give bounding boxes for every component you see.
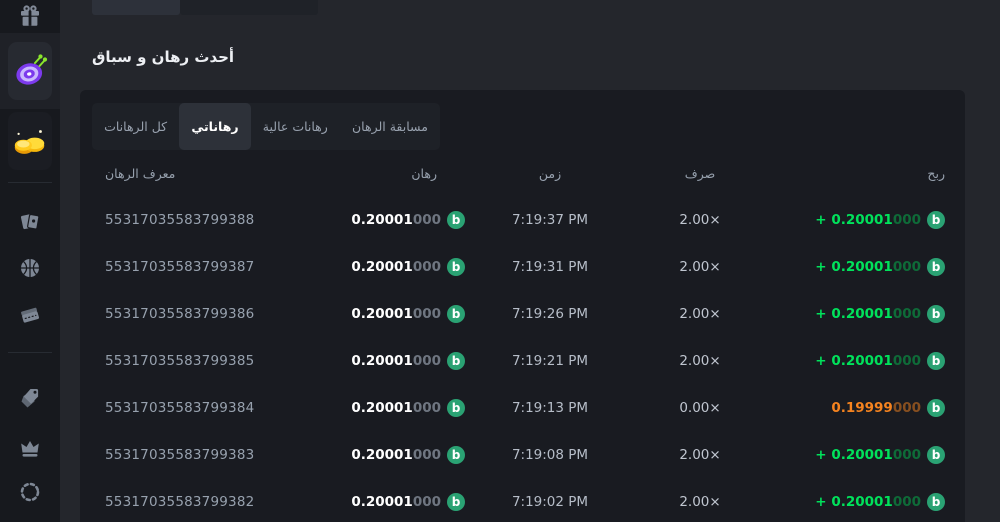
bet-id: 55317035583799384	[105, 399, 255, 416]
bet-id: 55317035583799386	[105, 305, 255, 322]
bet-profit: + 0.20001000 b	[765, 445, 945, 464]
bet-time: 7:19:13 PM	[511, 399, 589, 416]
coin-icon: b	[447, 351, 465, 370]
bet-amount: 0.20001000 b	[305, 210, 465, 229]
header-bet: رهان	[411, 165, 437, 181]
page-title: أحدث رهان و سباق	[92, 48, 235, 66]
bet-amount: 0.20001000 b	[305, 445, 465, 464]
table-row[interactable]: 55317035583799385 0.20001000 b 7:19:21 P…	[80, 337, 965, 384]
tab-high-rollers[interactable]: رهانات عالية	[262, 119, 328, 134]
coin-icon: b	[927, 257, 945, 276]
bet-multiplier: 2.00×	[679, 305, 721, 322]
sidebar	[0, 0, 60, 522]
coin-icon: b	[447, 445, 465, 464]
bet-profit: + 0.20001000 b	[765, 210, 945, 229]
table-row[interactable]: 55317035583799382 0.20001000 b 7:19:02 P…	[80, 478, 965, 522]
vip-crown-icon	[21, 441, 39, 457]
bets-panel: كل الرهانات رهاناتي رهانات عالية مسابقة …	[80, 90, 965, 522]
coin-icon: b	[927, 492, 945, 511]
bet-multiplier: 2.00×	[679, 446, 721, 463]
coin-icon: b	[447, 257, 465, 276]
coin-icon: b	[927, 398, 945, 417]
tab-all-bets[interactable]: كل الرهانات	[104, 119, 168, 134]
bet-multiplier: 2.00×	[679, 211, 721, 228]
sidebar-item-bet-slip[interactable]	[0, 303, 60, 327]
bet-time: 7:19:37 PM	[511, 211, 589, 228]
header-time: زمن	[538, 165, 562, 181]
sidebar-item-coins-game[interactable]	[0, 112, 60, 170]
bet-amount: 0.20001000 b	[305, 351, 465, 370]
sidebar-item-casino[interactable]	[0, 210, 60, 234]
bet-amount: 0.20001000 b	[305, 304, 465, 323]
bet-amount: 0.20001000 b	[305, 257, 465, 276]
bet-id: 55317035583799388	[105, 211, 255, 228]
sidebar-item-fairness[interactable]	[0, 480, 60, 504]
header-multiplier: صرف	[684, 165, 716, 181]
bet-id: 55317035583799385	[105, 352, 255, 369]
tab-my-bets[interactable]: رهاناتي	[179, 103, 251, 150]
sidebar-item-sports[interactable]	[0, 256, 60, 280]
header-profit: ربح	[927, 165, 945, 181]
bet-multiplier: 0.00×	[679, 399, 721, 416]
sidebar-item-dart-game[interactable]	[0, 33, 60, 109]
bet-id: 55317035583799387	[105, 258, 255, 275]
bet-amount: 0.20001000 b	[305, 398, 465, 417]
sidebar-item-promotions[interactable]	[0, 386, 60, 410]
divider	[8, 352, 52, 353]
gold-coins-tile	[8, 112, 52, 170]
tab-bet-race[interactable]: مسابقة الرهان	[352, 119, 428, 134]
table-row[interactable]: 55317035583799386 0.20001000 b 7:19:26 P…	[80, 290, 965, 337]
bet-time: 7:19:31 PM	[511, 258, 589, 275]
coin-icon: b	[927, 445, 945, 464]
table-row[interactable]: 55317035583799388 0.20001000 b 7:19:37 P…	[80, 196, 965, 243]
bet-id: 55317035583799383	[105, 446, 255, 463]
coin-icon: b	[447, 210, 465, 229]
bet-slip-icon	[21, 307, 39, 323]
bet-time: 7:19:26 PM	[511, 305, 589, 322]
bets-tabs: كل الرهانات رهاناتي رهانات عالية مسابقة …	[92, 103, 440, 150]
header-bet-id: معرف الرهان	[105, 165, 176, 181]
coin-icon: b	[447, 304, 465, 323]
sports-ball-icon	[21, 259, 39, 277]
coin-icon: b	[447, 398, 465, 417]
gift-icon[interactable]	[0, 2, 60, 32]
bet-multiplier: 2.00×	[679, 493, 721, 510]
sidebar-item-vip[interactable]	[0, 436, 60, 460]
coin-icon: b	[927, 351, 945, 370]
table-row[interactable]: 55317035583799387 0.20001000 b 7:19:31 P…	[80, 243, 965, 290]
dart-target-icon	[16, 54, 48, 85]
top-tab-active[interactable]	[92, 0, 180, 15]
coin-icon: b	[927, 210, 945, 229]
bet-profit: 0.19999000 b	[765, 398, 945, 417]
promotions-tags-icon	[21, 389, 39, 408]
bet-time: 7:19:08 PM	[511, 446, 589, 463]
table-row[interactable]: 55317035583799383 0.20001000 b 7:19:08 P…	[80, 431, 965, 478]
coin-icon: b	[447, 492, 465, 511]
top-tab-inactive[interactable]	[180, 0, 318, 15]
bet-time: 7:19:21 PM	[511, 352, 589, 369]
bet-profit: + 0.20001000 b	[765, 257, 945, 276]
casino-cards-icon	[20, 213, 40, 230]
gold-coins-icon	[14, 130, 45, 154]
bet-profit: + 0.20001000 b	[765, 492, 945, 511]
table-header: معرف الرهان رهان زمن صرف ربح	[80, 150, 965, 196]
bet-time: 7:19:02 PM	[511, 493, 589, 510]
bet-amount: 0.20001000 b	[305, 492, 465, 511]
bet-id: 55317035583799382	[105, 493, 255, 510]
dotted-circle-icon	[20, 482, 40, 502]
table-row[interactable]: 55317035583799384 0.20001000 b 7:19:13 P…	[80, 384, 965, 431]
bet-profit: + 0.20001000 b	[765, 351, 945, 370]
dart-target-tile	[8, 42, 52, 100]
bet-multiplier: 2.00×	[679, 258, 721, 275]
coin-icon: b	[927, 304, 945, 323]
divider	[8, 182, 52, 183]
bet-profit: + 0.20001000 b	[765, 304, 945, 323]
bet-multiplier: 2.00×	[679, 352, 721, 369]
